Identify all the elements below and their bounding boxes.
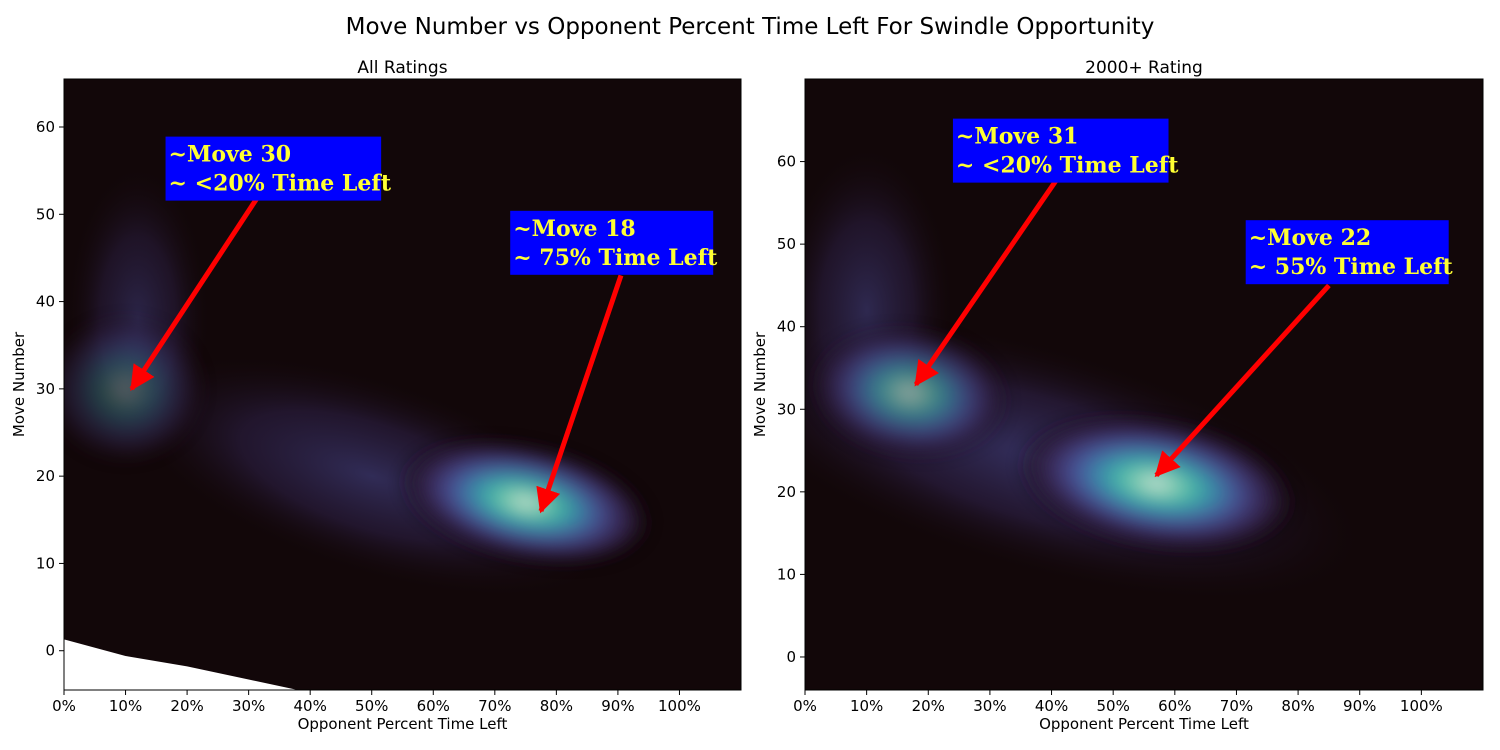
annotation-text: ~ 75% Time Left	[513, 245, 718, 271]
subplot-title: All Ratings	[357, 58, 447, 78]
x-tick-label: 40%	[1035, 697, 1068, 715]
panel-2000-rating: 2000+ Rating 0% 10% 20% 30% 40% 50% 60% 70% 80% 90…	[751, 58, 1484, 733]
y-tick-label: 10	[36, 554, 55, 572]
annotation-text: ~Move 31	[956, 124, 1079, 150]
annotation: ~Move 30 ~ <20% Time Left	[129, 136, 392, 391]
annotation: ~Move 31 ~ <20% Time Left	[913, 118, 1179, 387]
x-tick-label: 20%	[170, 697, 203, 715]
annotation-arrow	[1154, 283, 1331, 478]
plot-frame	[63, 78, 742, 691]
x-tick-label: 90%	[1343, 697, 1376, 715]
x-tick-label: 80%	[540, 697, 573, 715]
annotation-text: ~ <20% Time Left	[169, 171, 392, 197]
y-axis-label: Move Number	[751, 331, 769, 437]
x-tick-label: 100%	[1400, 697, 1443, 715]
x-tick-label: 0%	[52, 697, 76, 715]
x-tick-label: 30%	[232, 697, 265, 715]
density-peak	[811, 327, 1009, 458]
annotation-arrow	[129, 195, 260, 391]
annotation-text: ~Move 18	[513, 216, 636, 242]
blank-region	[64, 639, 298, 690]
density-peak	[64, 315, 206, 463]
x-tick-label: 70%	[478, 697, 511, 715]
annotation-text: ~ <20% Time Left	[956, 153, 1179, 179]
x-tick-label: 10%	[109, 697, 142, 715]
x-axis-label: Opponent Percent Time Left	[298, 715, 508, 733]
x-tick-label: 10%	[850, 697, 883, 715]
y-tick-label: 10	[777, 565, 796, 583]
x-tick-label: 50%	[1097, 697, 1130, 715]
y-axis-label: Move Number	[10, 331, 28, 437]
density-peak	[399, 440, 652, 565]
x-tick-label: 60%	[417, 697, 450, 715]
x-tick-label: 90%	[601, 697, 634, 715]
y-tick-label: 60	[777, 153, 796, 171]
y-tick-label: 40	[36, 293, 55, 311]
annotation-box	[510, 210, 714, 275]
x-tick-label: 80%	[1281, 697, 1314, 715]
panel-all-ratings: All Ratings 0% 10% 20% 30% 40% 50% 60% 70% 80% 90%…	[10, 58, 742, 733]
annotation-box	[165, 136, 382, 201]
annotation-arrow	[913, 176, 1060, 387]
y-tick-label: 40	[777, 318, 796, 336]
x-tick-label: 40%	[294, 697, 327, 715]
x-tick-label: 100%	[658, 697, 701, 715]
figure-title: Move Number vs Opponent Percent Time Lef…	[346, 14, 1155, 40]
y-tick-label: 50	[36, 205, 55, 223]
x-tick-label: 20%	[912, 697, 945, 715]
y-tick-label: 50	[777, 235, 796, 253]
subplot-title: 2000+ Rating	[1085, 58, 1203, 78]
x-tick-label: 60%	[1158, 697, 1191, 715]
density-peak	[1017, 415, 1296, 552]
annotation: ~Move 22 ~ 55% Time Left	[1154, 220, 1454, 478]
x-tick-label: 50%	[355, 697, 388, 715]
annotation-box	[952, 118, 1169, 183]
y-tick-label: 30	[777, 400, 796, 418]
x-tick-label: 30%	[973, 697, 1006, 715]
y-tick-label: 60	[36, 118, 55, 136]
annotation-text: ~Move 30	[169, 142, 292, 168]
annotation: ~Move 18 ~ 75% Time Left	[510, 210, 718, 514]
x-tick-label: 70%	[1220, 697, 1253, 715]
y-tick-label: 20	[777, 483, 796, 501]
plot-frame	[804, 78, 1484, 691]
annotation-text: ~Move 22	[1249, 225, 1372, 251]
annotation-arrow	[536, 274, 624, 514]
x-axis-label: Opponent Percent Time Left	[1039, 715, 1249, 733]
y-tick-label: 30	[36, 380, 55, 398]
x-tick-label: 0%	[793, 697, 817, 715]
annotation-box	[1245, 220, 1449, 285]
annotation-text: ~ 55% Time Left	[1249, 254, 1454, 280]
y-tick-label: 0	[786, 648, 796, 666]
y-tick-label: 0	[45, 642, 55, 660]
y-tick-label: 20	[36, 467, 55, 485]
